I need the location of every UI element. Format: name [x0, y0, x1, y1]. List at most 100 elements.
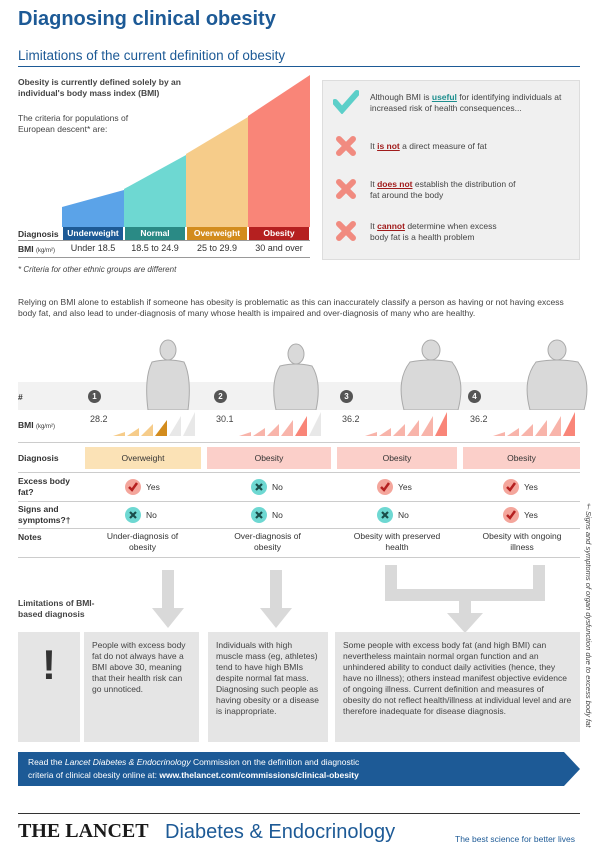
diagnosis-cell-2: Obesity	[207, 447, 331, 469]
banner-text: criteria of clinical obesity online at:	[28, 770, 160, 780]
item-text: for identifying individuals at increased…	[370, 92, 562, 113]
table-excess-label: Excess body fat?	[18, 476, 70, 497]
link-banner[interactable]	[18, 752, 582, 788]
link-banner-text[interactable]: Read the Lancet Diabetes & Endocrinology…	[28, 756, 359, 782]
item-text: determine when excess body fat is a heal…	[370, 221, 497, 242]
column-number-3: 3	[340, 390, 353, 403]
divider	[18, 472, 580, 473]
bmi-gauge-1	[113, 412, 195, 436]
bmi-value-underweight: Under 18.5	[70, 243, 116, 253]
overweight-bar	[186, 117, 248, 227]
lancet-logo: THE LANCET	[18, 820, 149, 842]
obesity-bar	[248, 75, 310, 227]
item-text: a direct measure of fat	[399, 141, 487, 151]
note-4: Obesity with ongoing illness	[482, 531, 562, 552]
bmi-category-ramp	[62, 75, 310, 227]
bmi-row-label: BMI (kg/m²)	[18, 244, 55, 254]
normal-bar	[124, 155, 186, 227]
excess-value-1: Yes	[146, 482, 160, 492]
divider	[18, 557, 580, 558]
person-1-silhouette	[146, 339, 190, 410]
banner-url-link[interactable]: www.thelancet.com/commissions/clinical-o…	[159, 770, 359, 780]
side-footnote: †Signs and symptoms of organ dysfunction…	[584, 502, 593, 728]
diagnosis-cell-4: Obesity	[463, 447, 580, 469]
item-highlight: useful	[431, 92, 457, 102]
limitations-label: Limitations of BMI-based diagnosis	[18, 598, 95, 619]
cross-icon	[336, 221, 356, 241]
person-2-silhouette	[273, 343, 319, 410]
column-number-4: 4	[468, 390, 481, 403]
no-cross-icon	[125, 507, 141, 523]
no-cross-icon	[251, 479, 267, 495]
banner-text: Read the	[28, 757, 65, 767]
item-text: It	[370, 221, 378, 231]
divider	[18, 240, 310, 241]
merge-arrow-icon	[385, 565, 545, 633]
underweight-bar	[62, 190, 124, 227]
yes-check-icon	[125, 479, 141, 495]
bmi-label: BMI	[18, 420, 34, 430]
category-obesity: Obesity	[249, 227, 309, 240]
item-highlight: cannot	[377, 221, 405, 231]
tagline: The best science for better lives	[455, 834, 576, 844]
note-1: Under-diagnosis of obesity	[106, 531, 179, 552]
excess-value-3: Yes	[398, 482, 412, 492]
person-3-silhouette	[400, 339, 462, 410]
yes-check-icon	[377, 479, 393, 495]
table-signs-label: Signs and symptoms?†	[18, 504, 71, 525]
diagnosis-cell-1: Overweight	[85, 447, 201, 469]
limitation-item-2: It is not a direct measure of fat	[370, 141, 570, 152]
limitation-item-4: It cannot determine when excess body fat…	[370, 221, 510, 243]
bmi-gauge-2	[239, 412, 321, 436]
signs-value-4: Yes	[524, 510, 538, 520]
footnote: * Criteria for other ethnic groups are d…	[18, 265, 177, 274]
divider	[18, 442, 580, 443]
divider	[18, 66, 580, 67]
item-highlight: does not	[377, 179, 413, 189]
no-cross-icon	[377, 507, 393, 523]
item-highlight: is not	[377, 141, 400, 151]
table-diagnosis-label: Diagnosis	[18, 453, 59, 463]
category-overweight: Overweight	[187, 227, 247, 240]
person-4-silhouette	[526, 339, 588, 410]
bmi-value-1: 28.2	[90, 414, 108, 424]
yes-check-icon	[503, 479, 519, 495]
warning-exclamation: !	[18, 632, 80, 742]
signs-value-3: No	[398, 510, 409, 520]
yes-check-icon	[503, 507, 519, 523]
cross-icon	[336, 179, 356, 199]
signs-value-2: No	[272, 510, 283, 520]
divider	[18, 257, 310, 258]
bmi-value-overweight: 25 to 29.9	[196, 243, 238, 253]
item-text: It	[370, 179, 378, 189]
item-text: establish the distribution of fat around…	[370, 179, 516, 200]
bmi-value-2: 30.1	[216, 414, 234, 424]
page-title: Diagnosing clinical obesity	[18, 8, 276, 30]
bmi-value-obesity: 30 and over	[255, 243, 303, 253]
bmi-unit: (kg/m²)	[35, 424, 55, 430]
limitation-item-1: Although BMI is useful for identifying i…	[370, 92, 570, 114]
divider	[18, 528, 580, 529]
column-number-2: 2	[214, 390, 227, 403]
item-text: Although BMI is	[370, 92, 432, 102]
section-subtitle: Limitations of the current definition of…	[18, 48, 286, 63]
note-2: Over-diagnosis of obesity	[234, 531, 301, 552]
bmi-value-3: 36.2	[342, 414, 360, 424]
column-number-1: 1	[88, 390, 101, 403]
arrow-down-icon	[152, 570, 184, 628]
check-icon	[333, 90, 359, 114]
item-text: It	[370, 141, 378, 151]
excess-value-2: No	[272, 482, 283, 492]
banner-journal-name: Lancet Diabetes & Endocrinology	[64, 757, 191, 767]
table-bmi-label: BMI (kg/m²)	[18, 420, 55, 430]
bmi-gauge-3	[365, 412, 447, 436]
divider	[18, 501, 580, 502]
hash-label: #	[18, 392, 23, 402]
category-underweight: Underweight	[63, 227, 123, 240]
limitation-box-3: Some people with excess body fat (and hi…	[335, 632, 580, 742]
diagnosis-row-label: Diagnosis	[18, 229, 59, 239]
category-normal: Normal	[125, 227, 185, 240]
note-3: Obesity with preserved health	[353, 531, 441, 552]
arrow-down-icon	[260, 570, 292, 628]
bmi-gauge-4	[493, 412, 575, 436]
